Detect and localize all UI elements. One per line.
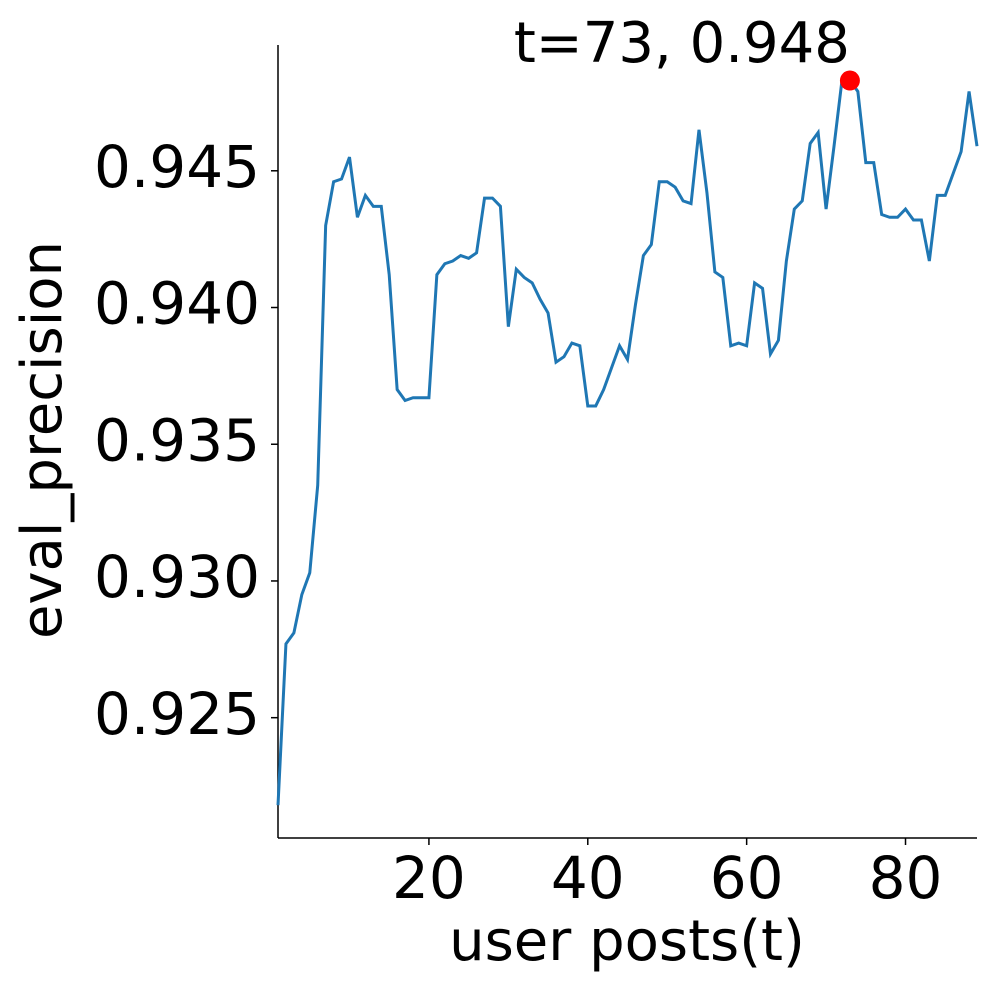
y-tick-label: 0.925 xyxy=(94,680,260,748)
x-tick-label: 80 xyxy=(869,844,943,912)
x-axis-label: user posts(t) xyxy=(449,909,805,974)
x-tick-label: 60 xyxy=(710,844,784,912)
data-line xyxy=(276,79,979,806)
highlight-point xyxy=(839,70,860,91)
y-axis-label: eval_precision xyxy=(10,241,75,639)
y-tick-label: 0.935 xyxy=(94,406,260,474)
y-tick-label: 0.945 xyxy=(94,133,260,201)
x-tick-label: 20 xyxy=(392,844,466,912)
y-tick-label: 0.930 xyxy=(94,543,260,611)
y-tick-label: 0.940 xyxy=(94,270,260,338)
highlight-label: t=73, 0.948 xyxy=(514,11,850,76)
x-tick-label: 40 xyxy=(551,844,625,912)
